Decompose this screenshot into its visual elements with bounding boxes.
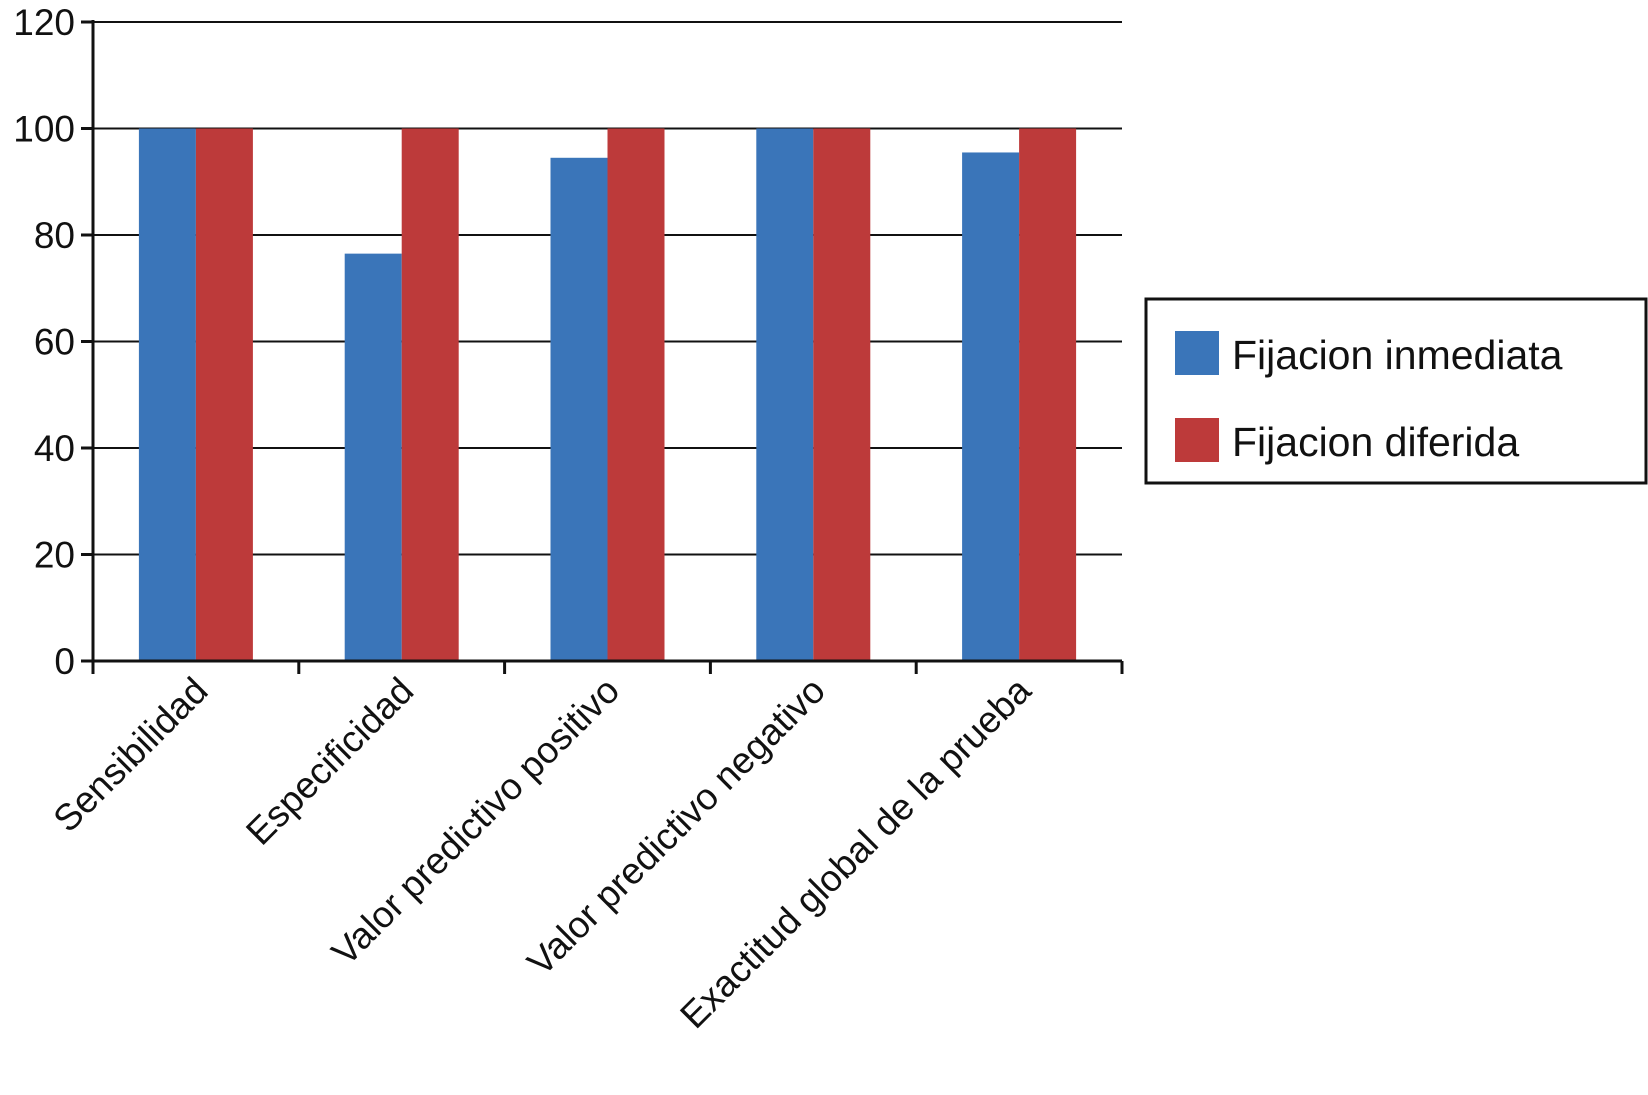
y-tick-labels: 0 20 40 60 80 100 120 xyxy=(13,2,75,682)
y-tick-label: 40 xyxy=(34,428,75,469)
bar-fijacion-inmediata xyxy=(756,128,814,661)
x-tick-label: Sensibilidad xyxy=(45,670,215,840)
bar-fijacion-inmediata xyxy=(138,128,196,661)
legend-swatch-fijacion-diferida xyxy=(1175,418,1219,462)
y-tick-label: 100 xyxy=(13,109,75,150)
legend-label-fijacion-diferida: Fijacion diferida xyxy=(1232,419,1519,465)
bar-fijacion-inmediata xyxy=(550,157,608,661)
bar-fijacion-inmediata xyxy=(962,152,1020,661)
bar-fijacion-diferida xyxy=(1019,128,1077,661)
y-tick-label: 120 xyxy=(13,2,75,43)
bar-fijacion-inmediata xyxy=(344,253,402,661)
y-tick-label: 0 xyxy=(54,641,75,682)
bars xyxy=(138,128,1077,661)
axes xyxy=(81,20,1124,674)
y-tick-label: 80 xyxy=(34,215,75,256)
bar-fijacion-diferida xyxy=(401,128,459,661)
bar-fijacion-diferida xyxy=(607,128,665,661)
bar-fijacion-diferida xyxy=(813,128,871,661)
y-tick-label: 60 xyxy=(34,322,75,363)
legend: Fijacion inmediata Fijacion diferida xyxy=(1144,297,1648,485)
bar-fijacion-diferida xyxy=(195,128,253,661)
legend-box xyxy=(1144,297,1648,485)
x-tick-label: Especificidad xyxy=(238,670,421,853)
legend-label-fijacion-inmediata: Fijacion inmediata xyxy=(1232,332,1563,378)
y-tick-label: 20 xyxy=(34,535,75,576)
x-tick-label: Exactitud global de la prueba xyxy=(672,669,1039,1036)
legend-swatch-fijacion-inmediata xyxy=(1175,331,1219,375)
